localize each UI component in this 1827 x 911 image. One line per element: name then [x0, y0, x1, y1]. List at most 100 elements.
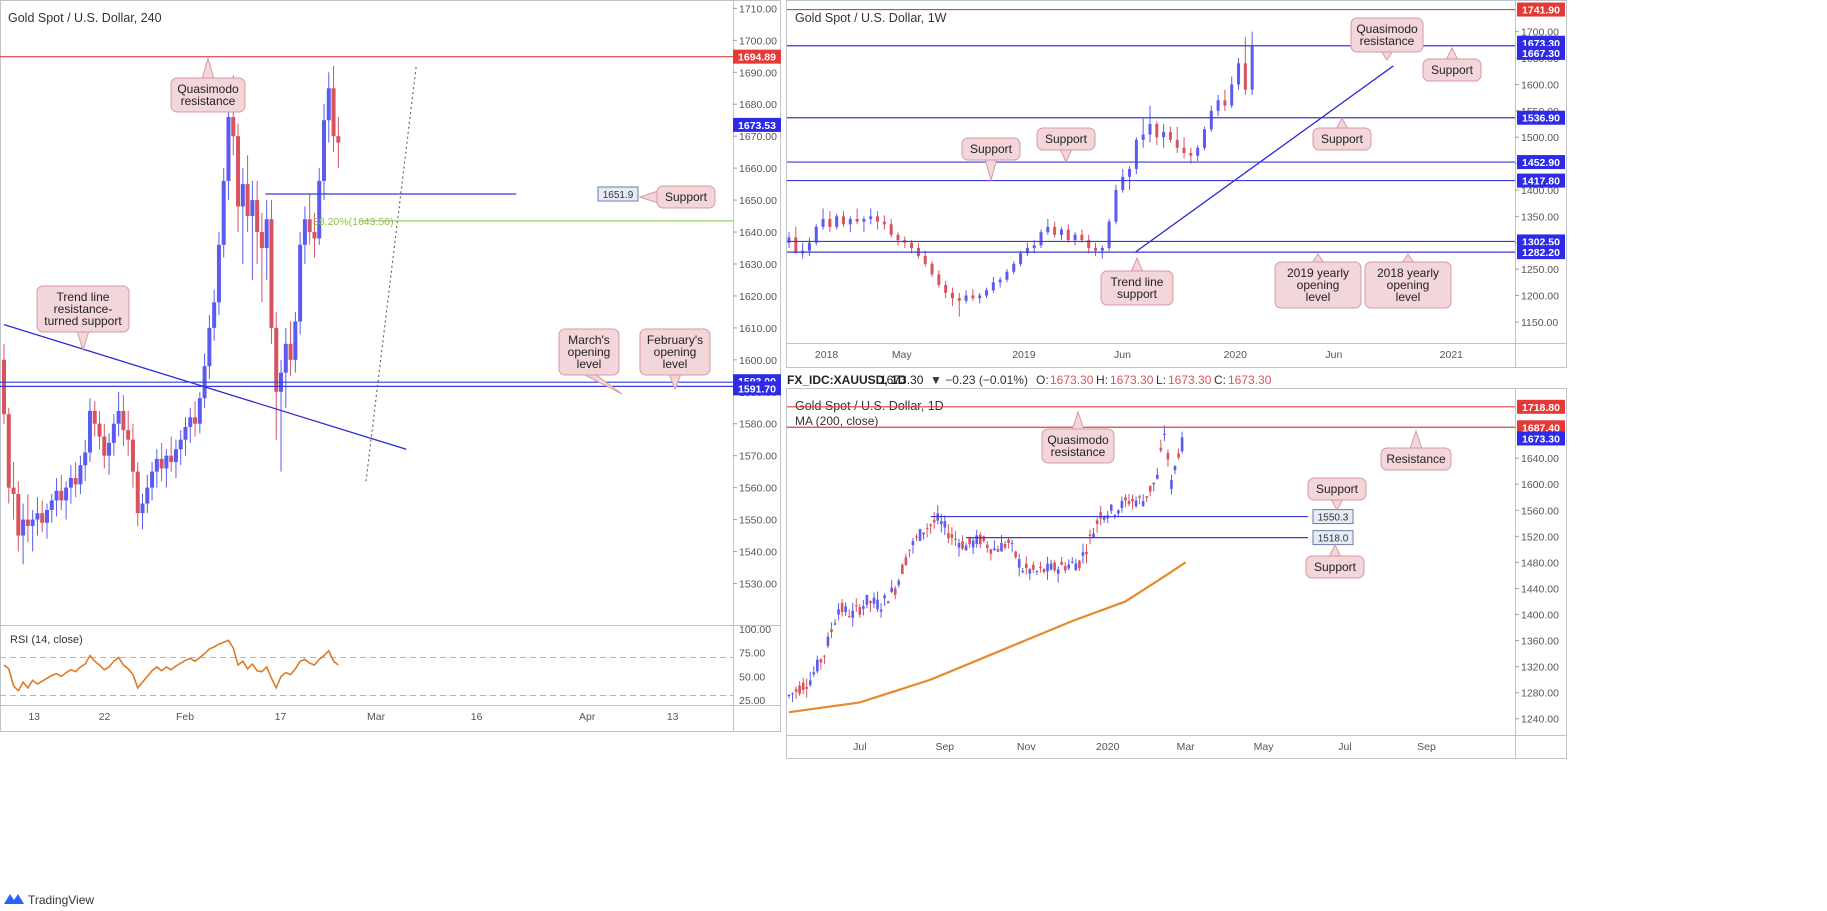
candle — [25, 494, 30, 542]
tradingview-wordmark: TradingView — [28, 893, 94, 907]
candle-body — [791, 693, 794, 695]
resistance-callout: Resistance — [1380, 429, 1452, 471]
candle — [1060, 557, 1063, 566]
price-tag-label: 1673.30 — [1522, 433, 1560, 445]
callout-text: opening — [568, 345, 611, 359]
candle — [216, 232, 221, 316]
candle-body — [269, 219, 274, 328]
candle — [11, 462, 16, 520]
candle-body — [889, 224, 893, 235]
resistance-price-tag: 1741.90 — [1517, 2, 1565, 17]
callout-box — [1305, 555, 1365, 579]
candle — [64, 481, 69, 520]
candle-body — [1067, 564, 1071, 569]
candle — [1109, 503, 1113, 514]
callout-text: Support — [1316, 482, 1359, 496]
candle-body — [923, 255, 927, 264]
candle — [1177, 448, 1180, 460]
candle-body — [1182, 147, 1186, 154]
candle — [183, 417, 188, 456]
callout-pointer — [638, 190, 659, 204]
candle-body — [925, 528, 929, 530]
candle-body — [883, 595, 886, 599]
x-tick-label: 2021 — [1440, 349, 1464, 361]
candle — [21, 503, 26, 565]
candle — [1032, 240, 1036, 254]
candle-body — [950, 292, 954, 299]
candle-body — [807, 242, 811, 251]
candle — [1162, 124, 1166, 148]
candle — [164, 449, 169, 488]
candle-body — [302, 219, 307, 245]
candle — [6, 407, 11, 504]
candle — [331, 65, 336, 153]
candle-body — [848, 218, 852, 225]
y-tick-label: 1690.00 — [739, 67, 777, 79]
daily-panel-frame — [786, 388, 1567, 759]
candle — [882, 215, 886, 230]
candle-body — [835, 216, 839, 227]
ma-line — [788, 561, 1187, 714]
candle — [944, 280, 948, 299]
candle-body — [1010, 542, 1014, 544]
candle — [947, 524, 950, 544]
value-box-label: 1550.3 — [1318, 513, 1349, 524]
candle — [1223, 89, 1227, 111]
candle — [876, 211, 880, 230]
candle-body — [943, 521, 947, 528]
candle — [840, 599, 844, 617]
callout-text: Support — [665, 190, 708, 204]
callout-pointer — [1445, 46, 1459, 61]
candle-body — [1085, 551, 1088, 555]
candle — [1170, 474, 1173, 495]
candle-body — [1113, 515, 1117, 517]
candle-body — [236, 136, 241, 207]
candle — [116, 391, 121, 437]
support-price-tag: 1591.70 — [733, 381, 781, 396]
candle — [269, 200, 274, 344]
candle — [847, 609, 851, 618]
candle-body — [25, 519, 30, 526]
candle-body — [1014, 551, 1017, 558]
candle — [1159, 439, 1163, 453]
candle-body — [1056, 569, 1060, 574]
candle-body — [159, 458, 164, 469]
candle-body — [154, 458, 159, 472]
candle — [279, 359, 284, 472]
callout-text: opening — [654, 345, 697, 359]
candle-body — [1124, 497, 1127, 501]
candle-body — [35, 513, 40, 520]
callout-text: Support — [1321, 132, 1364, 146]
candle — [245, 155, 250, 233]
candle — [1017, 553, 1021, 577]
candle — [1099, 505, 1102, 526]
candle-body — [1121, 176, 1125, 190]
candle — [1230, 76, 1234, 109]
resistance-price-tag: 1718.80 — [1517, 399, 1565, 414]
c-value: 1673.30 — [1228, 373, 1272, 387]
candle — [954, 530, 957, 547]
callout-pointer — [1071, 410, 1085, 431]
candle-body — [1046, 563, 1049, 572]
candle-body — [245, 184, 250, 217]
candle — [841, 211, 845, 227]
change-value: ▼ −0.23 (−0.01%) — [930, 373, 1028, 387]
candle-body — [816, 659, 819, 672]
candle — [59, 474, 64, 510]
y-tick-label: 1700.00 — [739, 35, 777, 47]
candle — [73, 462, 78, 498]
candle-body — [1114, 189, 1118, 222]
candle-body — [1156, 474, 1159, 479]
y-tick-label: 1700.00 — [1521, 27, 1559, 39]
resistance-price-tag: 1687.40 — [1517, 420, 1565, 435]
candle — [1003, 540, 1007, 550]
candle-body — [1042, 568, 1046, 573]
candle-body — [876, 599, 879, 610]
callout-box — [1422, 58, 1482, 82]
callout-box — [170, 77, 246, 113]
callout-box — [1364, 261, 1452, 309]
candle — [1134, 496, 1138, 509]
candle — [961, 535, 964, 551]
